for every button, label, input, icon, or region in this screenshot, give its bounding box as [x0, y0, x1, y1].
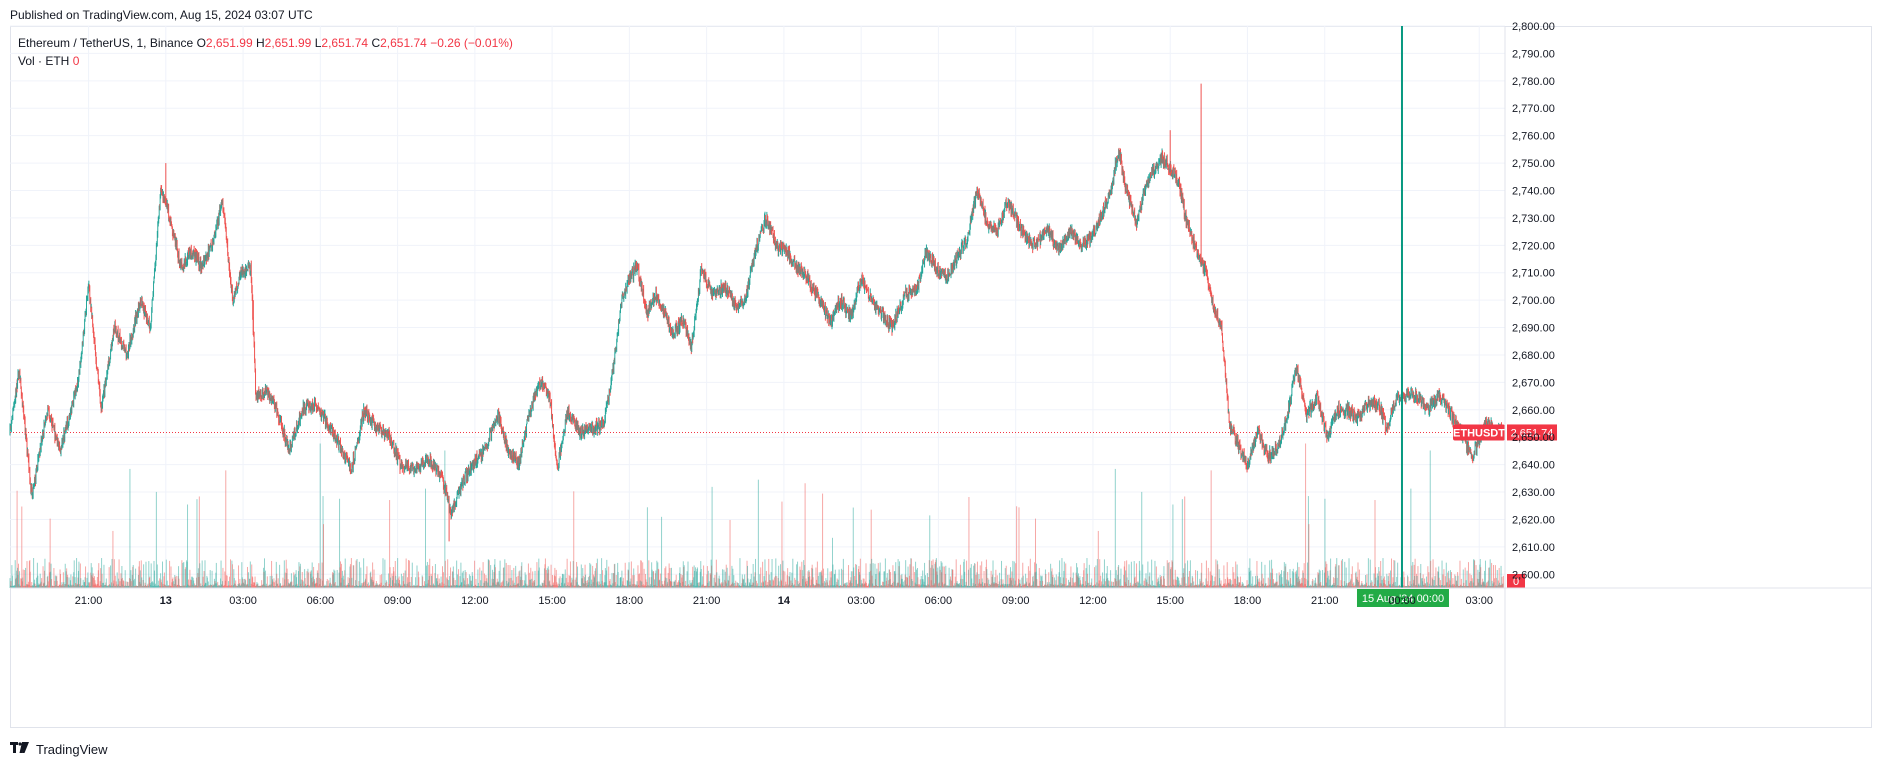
candlestick-series: [9, 83, 1504, 542]
grid-lines: [10, 25, 1505, 588]
volume-bars: [9, 443, 1504, 588]
published-info: Published on TradingView.com, Aug 15, 20…: [10, 8, 313, 22]
